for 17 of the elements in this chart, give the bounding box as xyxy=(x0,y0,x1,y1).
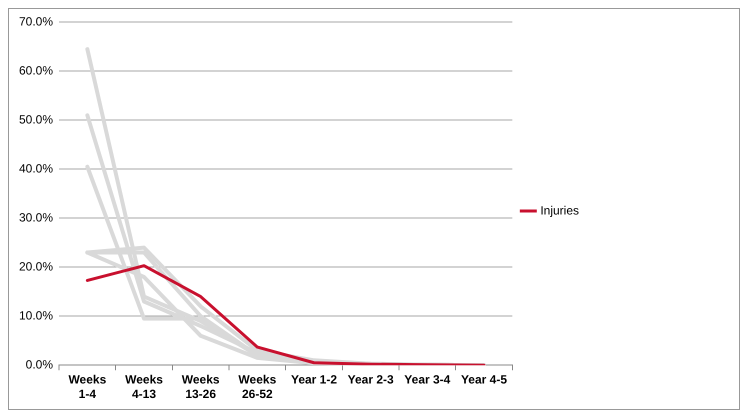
y-tick-label: 50.0% xyxy=(18,112,54,127)
y-tick-label: 40.0% xyxy=(18,162,54,176)
y-tick-label: 10.0% xyxy=(18,308,54,323)
x-tick-label: Year 4-5 xyxy=(460,372,508,387)
y-tick-label: 30.0% xyxy=(18,210,54,225)
legend-label: Injuries xyxy=(540,203,580,218)
y-tick-label: 60.0% xyxy=(18,64,54,78)
x-tick-label: Weeks 4-13 xyxy=(125,372,164,402)
x-tick-label: Year 1-2 xyxy=(290,372,338,387)
y-tick-label: 20.0% xyxy=(18,260,54,274)
y-tick-label: 70.0% xyxy=(18,14,54,29)
x-tick-label: Weeks 1-4 xyxy=(68,372,107,402)
x-tick-label: Weeks 13-26 xyxy=(182,372,220,402)
y-tick-label: 0.0% xyxy=(26,358,54,372)
x-tick-label: Year 2-3 xyxy=(348,372,394,387)
x-tick-label: Year 3-4 xyxy=(404,372,451,387)
x-tick-label: Weeks 26-52 xyxy=(238,372,277,402)
